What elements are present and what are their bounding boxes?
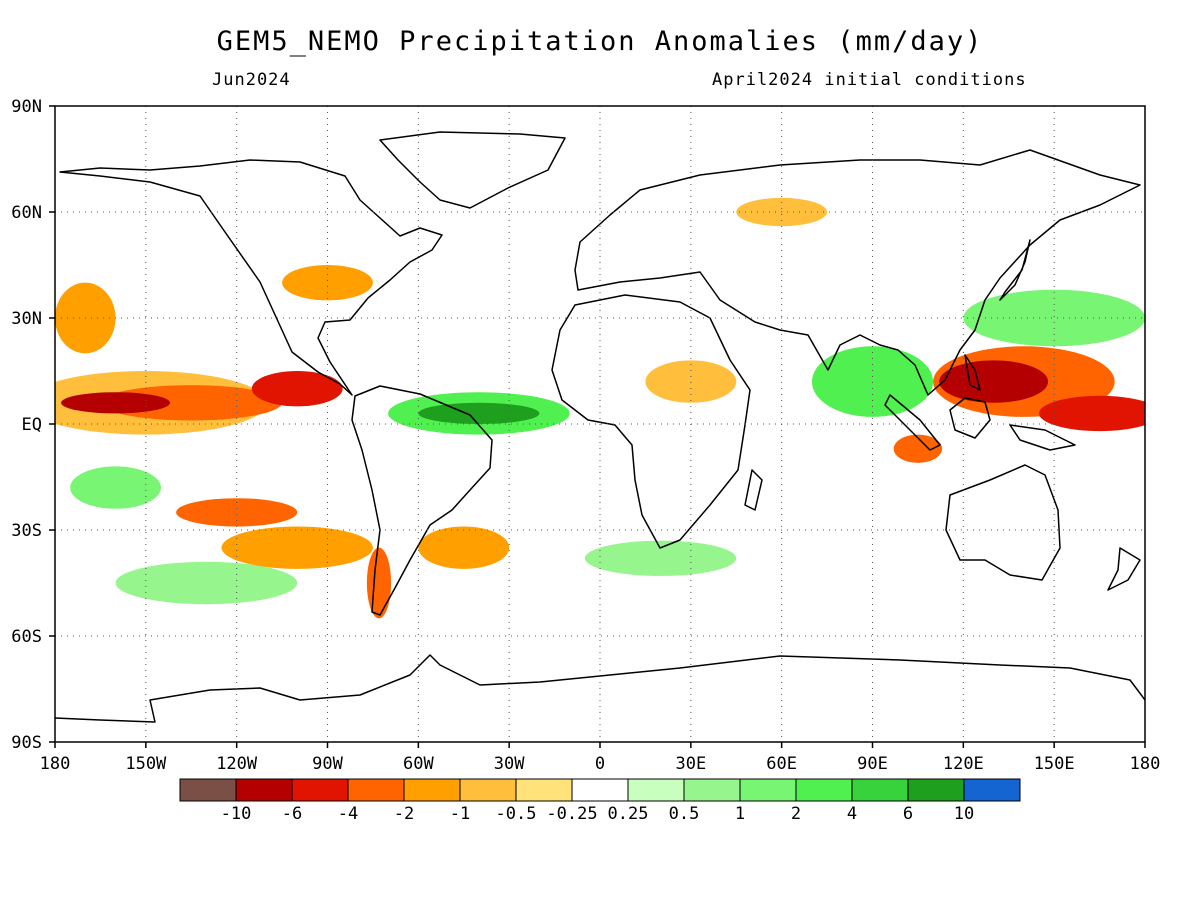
coastline-layer (55, 131, 1145, 723)
colorbar-legend: -10 -6 -4 -2 -1 -0.5 -0.25 0.25 0.5 1 2 4 6 10 (179, 778, 1021, 824)
coastline-new-zealand (1107, 547, 1141, 591)
anomaly-region (176, 498, 298, 527)
colorbar-swatch (683, 778, 741, 802)
colorbar-swatch (739, 778, 797, 802)
anomaly-region (811, 346, 934, 417)
lon-tick-label: 150E (1034, 754, 1075, 774)
coastline-north-america (59, 159, 443, 396)
lon-tick-label: 180 (1130, 754, 1161, 774)
anomaly-region (100, 385, 283, 421)
anomaly-region (61, 392, 171, 414)
coastline-madagascar (744, 469, 763, 511)
colorbar-label: -0.5 (496, 804, 537, 824)
valid-month-label: Jun2024 (212, 70, 291, 90)
colorbar-swatch (795, 778, 853, 802)
anomaly-region (963, 289, 1145, 347)
colorbar-label: -10 (221, 804, 252, 824)
lon-tick-label: 30W (494, 754, 525, 774)
coastline-philippines (964, 354, 981, 391)
initial-conditions-label: April2024 initial conditions (712, 70, 1027, 90)
colorbar-swatch (515, 778, 573, 802)
anomaly-region (115, 561, 298, 605)
colorbar-swatch (571, 778, 629, 802)
colorbar-swatch (347, 778, 405, 802)
colorbar-swatch (459, 778, 517, 802)
coastline-africa (551, 294, 751, 549)
lon-tick-label: 90E (857, 754, 888, 774)
lat-tick-label: 90N (11, 97, 42, 117)
anomaly-region (70, 466, 161, 509)
colorbar-swatch (627, 778, 685, 802)
lon-tick-label: 90W (312, 754, 343, 774)
lon-tick-label: 120W (216, 754, 258, 774)
colorbar-label: -1 (450, 804, 470, 824)
coastline-greenland (379, 131, 566, 209)
coastline-sumatra (884, 394, 941, 451)
anomaly-region (251, 371, 343, 407)
anomaly-region (221, 526, 373, 569)
colorbar-swatch (403, 778, 461, 802)
anomaly-region (584, 540, 737, 576)
coastline-eurasia (574, 149, 1141, 396)
axis-labels: 180 150W 120W 90W 60W 30W 0 30E 60E 90E 120E 150E 18… (11, 97, 1160, 774)
colorbar-label: -2 (394, 804, 414, 824)
lat-tick-label: EQ (22, 415, 42, 435)
lat-tick-label: 60N (11, 203, 42, 223)
colorbar-label: 2 (791, 804, 801, 824)
lon-tick-label: 120E (943, 754, 984, 774)
anomaly-region (418, 402, 540, 424)
map-title: GEM5_NEMO Precipitation Anomalies (mm/da… (216, 26, 984, 57)
lat-tick-label: 30S (11, 521, 42, 541)
colorbar-label: 0.25 (608, 804, 649, 824)
lat-tick-label: 30N (11, 309, 42, 329)
colorbar-swatch (963, 778, 1021, 802)
lon-tick-label: 0 (595, 754, 605, 774)
lon-tick-label: 150W (125, 754, 167, 774)
coastline-australia (945, 464, 1061, 581)
colorbar-label: -6 (282, 804, 302, 824)
anomaly-region (645, 360, 737, 403)
coastline-antarctica (55, 654, 1145, 723)
anomaly-region (282, 265, 373, 301)
colorbar-swatch (235, 778, 293, 802)
anomaly-region (418, 526, 510, 569)
colorbar-label: 10 (954, 804, 974, 824)
lon-tick-label: 60W (403, 754, 434, 774)
colorbar-label: -0.25 (546, 804, 597, 824)
coastline-new-guinea (1009, 424, 1076, 451)
lat-tick-label: 90S (11, 733, 42, 753)
anomaly-region (939, 360, 1049, 403)
colorbar-label: -4 (338, 804, 358, 824)
coastline-japan (999, 239, 1031, 301)
anomaly-layer (55, 197, 1145, 619)
anomaly-region (366, 547, 392, 619)
colorbar-swatch (851, 778, 909, 802)
colorbar-swatch (907, 778, 965, 802)
coastline-borneo (949, 397, 991, 439)
anomaly-region (893, 434, 943, 463)
colorbar-swatch (179, 778, 237, 802)
colorbar-label: 1 (735, 804, 745, 824)
anomaly-region (1039, 395, 1145, 432)
colorbar-label: 6 (903, 804, 913, 824)
colorbar-swatch (291, 778, 349, 802)
lon-tick-label: 60E (766, 754, 797, 774)
colorbar-label: 4 (847, 804, 857, 824)
colorbar-label: 0.5 (669, 804, 700, 824)
lat-tick-label: 60S (11, 627, 42, 647)
lon-tick-label: 30E (675, 754, 706, 774)
coastline-south-america (351, 385, 493, 616)
gridlines (55, 106, 1145, 742)
lon-tick-label: 180 (40, 754, 71, 774)
